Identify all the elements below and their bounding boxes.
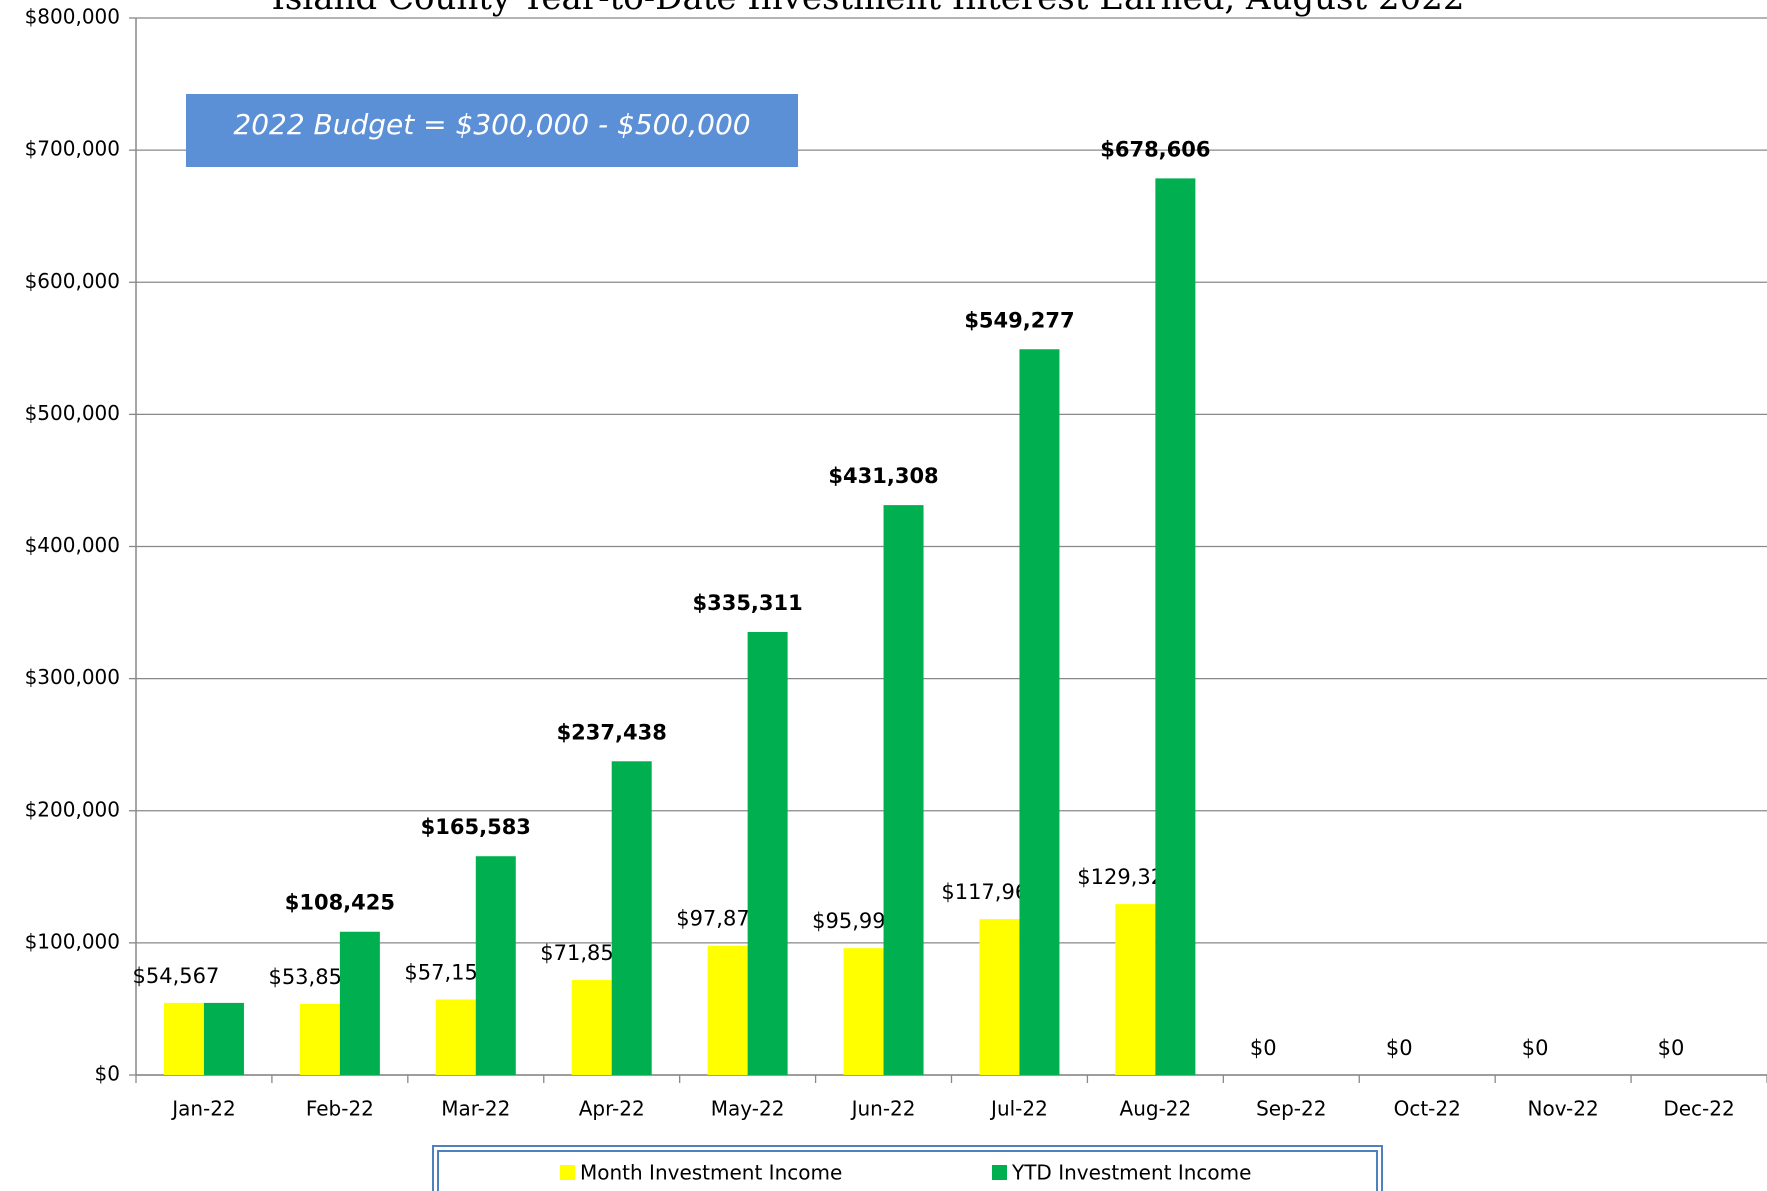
bar xyxy=(747,631,788,1075)
y-tick-label: $400,000 xyxy=(25,533,120,557)
data-label: $335,311 xyxy=(692,591,802,615)
y-tick-label: $300,000 xyxy=(25,665,120,689)
legend-box-inner xyxy=(437,1150,1378,1191)
bar xyxy=(979,919,1020,1075)
bar xyxy=(611,761,652,1075)
y-tick-label: $700,000 xyxy=(25,137,120,161)
y-tick-label: $0 xyxy=(95,1062,120,1086)
data-label: $0 xyxy=(1522,1036,1549,1060)
x-tick-label: Feb-22 xyxy=(306,1097,374,1121)
x-tick-label: Aug-22 xyxy=(1120,1097,1192,1121)
data-label: $237,438 xyxy=(557,720,667,744)
legend-swatch xyxy=(992,1165,1007,1180)
chart-title: Island County Year-to-Date Investment In… xyxy=(271,0,1464,18)
bar xyxy=(843,948,884,1075)
annotation-box xyxy=(186,94,798,167)
bar xyxy=(1019,349,1060,1075)
x-tick-label: Jun-22 xyxy=(850,1097,916,1121)
plot-area: $0 $100,000 $200,000 $300,000 $400,000 $500,0… xyxy=(25,5,1767,1121)
x-tick-label: Apr-22 xyxy=(579,1097,645,1121)
data-label: $108,425 xyxy=(285,891,395,915)
y-tick-label: $800,000 xyxy=(25,5,120,29)
bar xyxy=(883,505,924,1076)
bar xyxy=(571,980,612,1075)
legend-box xyxy=(432,1145,1383,1191)
bar xyxy=(475,856,516,1075)
x-tick-label: Nov-22 xyxy=(1528,1097,1599,1121)
x-tick-label: Dec-22 xyxy=(1663,1097,1734,1121)
bar xyxy=(339,931,380,1075)
x-tick-label: Mar-22 xyxy=(441,1097,510,1121)
x-tick-label: May-22 xyxy=(711,1097,785,1121)
bar xyxy=(435,999,476,1075)
data-label: $165,583 xyxy=(421,815,531,839)
x-tick-label: Jan-22 xyxy=(170,1097,236,1121)
y-tick-label: $100,000 xyxy=(25,929,120,953)
legend-swatch xyxy=(560,1165,575,1180)
data-label: $431,308 xyxy=(828,464,938,488)
data-label: $678,606 xyxy=(1100,137,1210,161)
y-tick-label: $600,000 xyxy=(25,269,120,293)
data-label: $54,567 xyxy=(133,964,220,988)
x-tick-label: Jul-22 xyxy=(989,1097,1048,1121)
y-tick-label: $500,000 xyxy=(25,401,120,425)
data-label: $0 xyxy=(1250,1036,1277,1060)
annotation: 2022 Budget = $300,000 - $500,000 xyxy=(233,108,750,141)
legend-label: YTD Investment Income xyxy=(1011,1161,1251,1185)
bar xyxy=(707,945,748,1075)
data-label: $549,277 xyxy=(964,308,1074,332)
data-label: $0 xyxy=(1386,1036,1413,1060)
bar xyxy=(163,1002,204,1075)
bar xyxy=(299,1003,340,1075)
y-tick-label: $200,000 xyxy=(25,797,120,821)
bar xyxy=(203,1002,244,1075)
x-tick-label: Sep-22 xyxy=(1256,1097,1326,1121)
x-tick-label: Oct-22 xyxy=(1394,1097,1461,1121)
bar xyxy=(1155,178,1196,1075)
legend-label: Month Investment Income xyxy=(580,1161,842,1185)
bar xyxy=(1115,904,1156,1075)
data-label: $0 xyxy=(1658,1036,1685,1060)
